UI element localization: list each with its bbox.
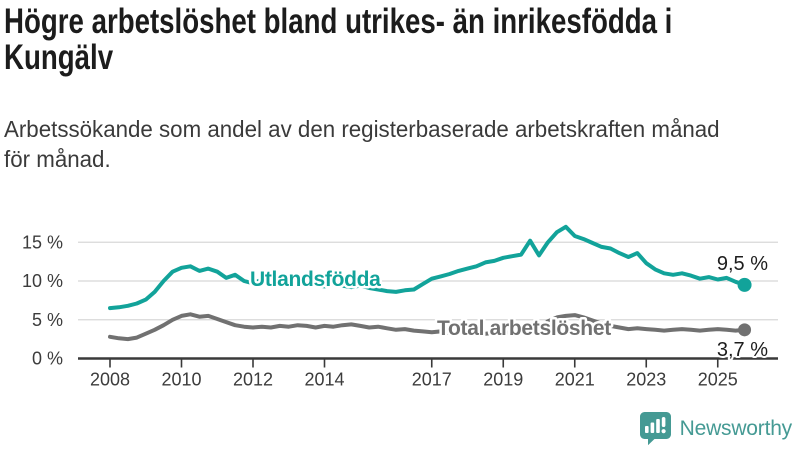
series-label-0: Utlandsfödda [250, 268, 381, 291]
unemployment-line-chart: 0 % 5 % 10 % 15 % 2008 2010 2012 2014 2017 2019 20… [22, 224, 778, 390]
x-tick-label: 2025 [698, 370, 738, 390]
x-tick-label: 2019 [483, 370, 523, 390]
x-tick-label: 2021 [555, 370, 595, 390]
x-tick-label: 2012 [233, 370, 273, 390]
series-end-dot-1 [738, 323, 752, 337]
series-end-dot-0 [737, 277, 752, 292]
newsworthy-brand-text: Newsworthy [679, 416, 793, 440]
x-tick-label: 2017 [412, 370, 452, 390]
y-tick-label: 5 % [32, 310, 63, 330]
x-tick-label: 2008 [90, 370, 130, 390]
chart-subtitle-line-1: Arbetssökande som andel av den registerb… [4, 116, 720, 142]
series-end-value-1: 3,7 % [717, 339, 768, 361]
x-tick-label: 2014 [304, 370, 344, 390]
x-tick-label: 2010 [161, 370, 201, 390]
x-tick-label: 2023 [626, 370, 666, 390]
y-tick-label: 10 % [22, 271, 63, 291]
series-line-0 [108, 224, 747, 311]
chart-subtitle-line-2: för månad. [4, 146, 111, 172]
chart-subtitle: Arbetssökande som andel av den registerb… [4, 114, 742, 174]
y-tick-label: 0 % [32, 349, 63, 369]
newsworthy-logo: Newsworthy [639, 412, 793, 445]
page-title-line-1: Högre arbetslöshet bland utrikes- än inr… [4, 2, 673, 41]
series-line-1 [108, 312, 747, 342]
newsworthy-bubble-chart-icon [639, 412, 671, 445]
page-title-line-2: Kungälv [4, 38, 114, 77]
y-tick-label: 15 % [22, 232, 63, 252]
series-end-value-0: 9,5 % [717, 253, 768, 275]
series-label-1: Total arbetslöshet [437, 317, 611, 340]
page-title: Högre arbetslöshet bland utrikes- än inr… [4, 4, 800, 76]
